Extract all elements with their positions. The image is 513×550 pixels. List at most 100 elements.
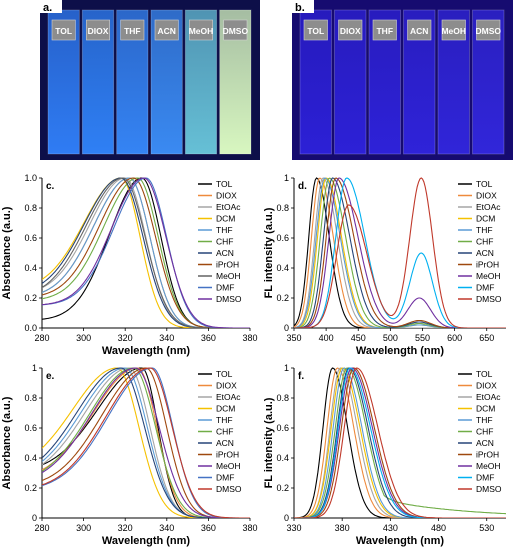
y-tick-label: 0.2 xyxy=(24,483,37,493)
vial-label-sticker xyxy=(86,19,110,41)
y-tick-label: 0 xyxy=(284,323,289,333)
legend-entry: TOL xyxy=(216,369,233,379)
panel-letter: e. xyxy=(46,371,55,382)
photo-panel-b: TOL DIOX THF ACN MeOH DMSO b. xyxy=(292,0,513,160)
x-tick-label: 380 xyxy=(242,523,257,533)
panel-letter: d. xyxy=(298,181,307,192)
x-tick-label: 360 xyxy=(201,333,216,343)
series-line xyxy=(294,367,506,518)
y-tick-label: 1.0 xyxy=(24,173,37,183)
x-tick-label: 480 xyxy=(431,523,446,533)
legend-entry: MeOH xyxy=(476,461,501,471)
vial-label: THF xyxy=(124,26,141,36)
legend-entry: EtOAc xyxy=(476,202,501,212)
series-line xyxy=(42,367,250,518)
y-tick-label: 1 xyxy=(32,363,37,373)
vial-label: DMSO xyxy=(223,26,249,36)
panel-letter: b. xyxy=(295,2,305,14)
series-line xyxy=(294,367,506,518)
absorbance-chart-c: c. 280 300 320 340 360 380 0.0 0.2 0.4 0.6 0.8 1.0 Wa… xyxy=(1,173,258,357)
panel-letter: a. xyxy=(43,2,52,14)
series-line xyxy=(294,177,506,328)
vial-label: MeOH xyxy=(189,26,214,36)
x-tick-label: 340 xyxy=(159,523,174,533)
legend-entry: DMF xyxy=(476,283,494,293)
y-tick-label: 0 xyxy=(284,513,289,523)
series-line xyxy=(294,367,506,518)
y-tick-label: 0.2 xyxy=(276,483,289,493)
y-axis-label: FL intensity (a.u.) xyxy=(263,207,275,298)
y-axis-label: FL intensity (a.u.) xyxy=(263,397,275,488)
y-tick-label: 0.2 xyxy=(24,293,37,303)
x-tick-label: 650 xyxy=(479,333,494,343)
series-line xyxy=(294,367,506,518)
legend-entry: MeOH xyxy=(216,461,241,471)
legend-entry: ACN xyxy=(216,438,234,448)
series-line xyxy=(42,367,250,518)
vial-label: DMSO xyxy=(476,26,502,36)
legend-entry: DMF xyxy=(216,473,234,483)
chart-panel-d: d. 350 400 450 500 550 600 650 0 0.2 0.4 0.6 0.8 1 Wav… xyxy=(258,172,513,362)
x-tick-label: 530 xyxy=(479,523,494,533)
y-tick-label: 0.6 xyxy=(24,233,37,243)
legend-entry: ACN xyxy=(216,248,234,258)
x-tick-label: 380 xyxy=(242,333,257,343)
legend-entry: DMSO xyxy=(216,294,242,304)
legend-entry: DCM xyxy=(216,404,235,414)
legend-entry: DMSO xyxy=(216,484,242,494)
series-line xyxy=(294,177,506,328)
x-tick-label: 550 xyxy=(415,333,430,343)
chart-panel-c: c. 280 300 320 340 360 380 0.0 0.2 0.4 0.6 0.8 1.0 Wa… xyxy=(0,172,258,362)
fluorescence-chart-d: d. 350 400 450 500 550 600 650 0 0.2 0.4 0.6 0.8 1 Wav… xyxy=(263,173,506,357)
series-line xyxy=(294,177,506,328)
chart-panel-f: f. 330 380 430 480 530 0 0.2 0.4 0.6 0.8 1 Wavelengt… xyxy=(258,360,513,550)
legend-entry: CHF xyxy=(216,427,233,437)
series-line xyxy=(294,367,506,518)
y-tick-label: 0.6 xyxy=(24,423,37,433)
series-line xyxy=(42,177,250,328)
x-tick-label: 280 xyxy=(34,333,49,343)
legend-entry: DMF xyxy=(476,473,494,483)
legend-entry: DCM xyxy=(476,404,495,414)
legend-entry: EtOAc xyxy=(216,392,241,402)
series-line xyxy=(294,177,506,328)
y-tick-label: 0.6 xyxy=(276,423,289,433)
legend-entry: TOL xyxy=(476,179,493,189)
x-tick-label: 300 xyxy=(76,523,91,533)
photo-panel-a: TOL DIOX THF ACN MeOH DMSO a. xyxy=(40,0,260,160)
legend-entry: CHF xyxy=(216,237,233,247)
legend-entry: TOL xyxy=(216,179,233,189)
y-tick-label: 0.4 xyxy=(276,453,289,463)
x-tick-label: 600 xyxy=(447,333,462,343)
x-axis-label: Wavelength (nm) xyxy=(102,535,191,547)
y-tick-label: 0.8 xyxy=(24,203,37,213)
vial-label-sticker xyxy=(476,19,501,41)
legend-entry: THF xyxy=(476,225,493,235)
vial-label-sticker xyxy=(372,19,397,41)
series-line xyxy=(42,177,250,328)
legend-entry: THF xyxy=(216,225,233,235)
x-tick-label: 500 xyxy=(383,333,398,343)
x-tick-label: 380 xyxy=(335,523,350,533)
legend-entry: THF xyxy=(216,415,233,425)
panel-letter-box xyxy=(40,0,62,13)
x-tick-label: 360 xyxy=(201,523,216,533)
legend-entry: CHF xyxy=(476,427,493,437)
x-axis-label: Wavelength (nm) xyxy=(356,345,445,357)
legend-entry: CHF xyxy=(476,237,493,247)
vials-photo-daylight: TOL DIOX THF ACN MeOH DMSO a. xyxy=(40,0,260,160)
vial-label-sticker xyxy=(407,19,432,41)
series-line xyxy=(42,177,250,328)
panel-letter: c. xyxy=(46,181,55,192)
fluorescence-chart-f: f. 330 380 430 480 530 0 0.2 0.4 0.6 0.8 1 Wavelengt… xyxy=(263,363,506,547)
y-tick-label: 0.4 xyxy=(24,453,37,463)
vial-label: ACN xyxy=(157,26,175,36)
x-tick-label: 320 xyxy=(118,523,133,533)
series-line xyxy=(42,177,250,328)
y-tick-label: 0.2 xyxy=(276,293,289,303)
y-tick-label: 0.4 xyxy=(24,263,37,273)
series-line xyxy=(294,367,506,518)
absorbance-chart-e: e. 280 300 320 340 360 380 0 0.2 0.4 0.6 0.8 1 Wavele… xyxy=(1,363,258,547)
x-tick-label: 320 xyxy=(118,333,133,343)
x-axis-label: Wavelength (nm) xyxy=(102,345,191,357)
